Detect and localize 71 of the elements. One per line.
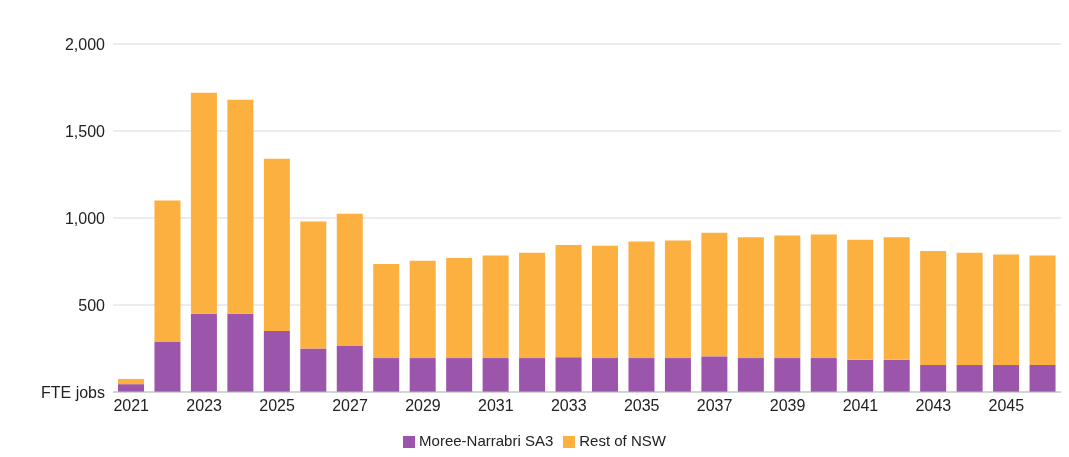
bar bbox=[519, 358, 546, 392]
bar bbox=[263, 331, 290, 392]
bar bbox=[993, 254, 1020, 366]
bar bbox=[847, 359, 874, 392]
y-tick-label: 2,000 bbox=[64, 35, 106, 53]
bar bbox=[993, 365, 1020, 392]
x-tick-label: 2039 bbox=[769, 397, 806, 415]
bar bbox=[409, 260, 436, 359]
bar bbox=[774, 235, 801, 359]
x-tick-label: 2025 bbox=[259, 397, 295, 415]
y-tick-label: 1,500 bbox=[64, 122, 106, 140]
y-tick-label: 500 bbox=[78, 296, 106, 314]
y-tick-label: 1,000 bbox=[64, 209, 106, 227]
x-tick-label: 2037 bbox=[696, 397, 733, 415]
bar bbox=[701, 356, 728, 392]
x-tick-label: 2029 bbox=[405, 397, 441, 415]
bar bbox=[810, 234, 837, 359]
x-tick-label: 2023 bbox=[186, 397, 223, 415]
y-tick-label: FTE jobs bbox=[40, 383, 105, 401]
bar bbox=[227, 313, 254, 392]
bar bbox=[300, 221, 327, 349]
bar bbox=[1029, 365, 1056, 392]
bar bbox=[409, 358, 436, 392]
bar bbox=[920, 251, 947, 366]
bar bbox=[336, 345, 363, 392]
bar bbox=[555, 357, 582, 392]
bar bbox=[300, 348, 327, 392]
bar bbox=[555, 244, 582, 358]
legend-label: Moree-Narrabri SA3 bbox=[419, 432, 554, 449]
legend-label: Rest of NSW bbox=[579, 432, 666, 449]
bar bbox=[956, 252, 983, 366]
bar bbox=[883, 359, 910, 392]
bar bbox=[446, 258, 473, 359]
bar bbox=[446, 358, 473, 392]
x-tick-label: 2027 bbox=[332, 397, 368, 415]
bar bbox=[482, 255, 509, 359]
bar bbox=[592, 245, 618, 359]
bar bbox=[664, 240, 691, 359]
x-tick-label: 2043 bbox=[915, 397, 952, 415]
x-tick-label: 2041 bbox=[842, 397, 879, 415]
bar bbox=[482, 358, 509, 392]
bar bbox=[154, 341, 181, 392]
bar bbox=[373, 358, 400, 392]
bar bbox=[810, 358, 837, 392]
bar bbox=[737, 237, 764, 359]
bar bbox=[263, 158, 290, 332]
bar bbox=[774, 358, 801, 392]
bar bbox=[190, 92, 217, 314]
bar bbox=[592, 358, 618, 392]
bar bbox=[373, 264, 400, 359]
x-tick-label: 2033 bbox=[550, 397, 587, 415]
bar bbox=[336, 213, 363, 346]
bar bbox=[737, 358, 764, 392]
bar bbox=[628, 241, 655, 359]
bar bbox=[664, 358, 691, 392]
bar bbox=[154, 200, 181, 342]
bar bbox=[628, 358, 655, 392]
x-tick-label: 2021 bbox=[113, 397, 150, 415]
bar bbox=[1029, 255, 1056, 366]
bar bbox=[190, 313, 217, 392]
bar bbox=[118, 378, 144, 385]
bar bbox=[920, 365, 947, 392]
bar bbox=[519, 252, 546, 359]
bar bbox=[883, 237, 910, 360]
x-tick-label: 2035 bbox=[623, 397, 660, 415]
bar bbox=[847, 239, 874, 360]
bar bbox=[956, 365, 983, 392]
x-tick-label: 2031 bbox=[478, 397, 514, 415]
bar bbox=[701, 232, 728, 357]
bar bbox=[227, 99, 254, 314]
x-tick-label: 2045 bbox=[988, 397, 1025, 415]
